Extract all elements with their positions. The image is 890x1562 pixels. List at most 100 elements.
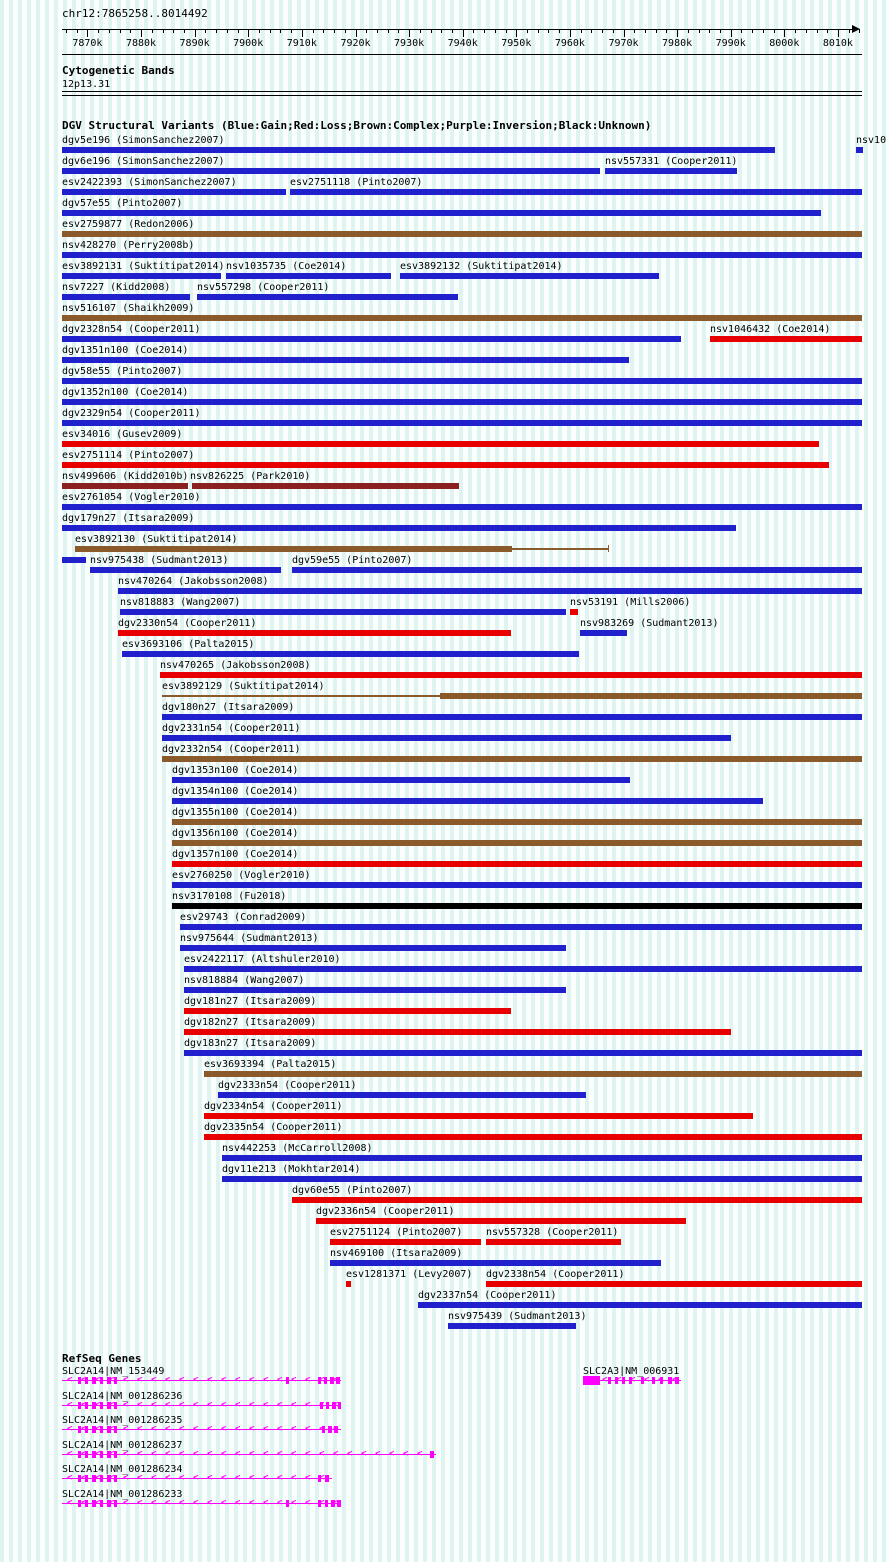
- gene-exon[interactable]: [325, 1500, 328, 1507]
- gene-exon[interactable]: [100, 1426, 103, 1433]
- variant-bar[interactable]: [118, 588, 862, 594]
- gene-exon[interactable]: [107, 1426, 111, 1433]
- variant-label[interactable]: dgv1354n100 (Coe2014): [172, 786, 299, 797]
- variant-bar[interactable]: [62, 378, 862, 384]
- variant-label[interactable]: dgv2333n54 (Cooper2011): [218, 1080, 357, 1091]
- variant-bar[interactable]: [62, 210, 821, 216]
- gene-exon[interactable]: [286, 1500, 289, 1507]
- gene-exon[interactable]: [114, 1451, 117, 1458]
- gene-label[interactable]: SLC2A14|NM_001286235: [62, 1415, 183, 1426]
- variant-label[interactable]: dgv1357n100 (Coe2014): [172, 849, 299, 860]
- variant-bar[interactable]: [204, 1071, 862, 1077]
- gene-exon[interactable]: [318, 1475, 321, 1482]
- variant-bar[interactable]: [184, 966, 862, 972]
- gene-exon[interactable]: [337, 1500, 341, 1507]
- gene-exon[interactable]: [92, 1500, 96, 1507]
- gene-exon[interactable]: [107, 1402, 111, 1409]
- variant-label[interactable]: dgv2329n54 (Cooper2011): [62, 408, 201, 419]
- variant-bar[interactable]: [346, 1281, 351, 1287]
- gene-exon[interactable]: [320, 1402, 323, 1409]
- gene-exon[interactable]: [330, 1377, 334, 1384]
- variant-label[interactable]: nsv557331 (Cooper2011): [605, 156, 738, 167]
- gene-exon[interactable]: [100, 1402, 103, 1409]
- gene-exon[interactable]: [114, 1500, 117, 1507]
- gene-exon[interactable]: [114, 1426, 117, 1433]
- variant-label[interactable]: nsv975439 (Sudmant2013): [448, 1311, 587, 1322]
- variant-bar[interactable]: [62, 441, 819, 447]
- variant-label[interactable]: dgv2328n54 (Cooper2011): [62, 324, 201, 335]
- variant-label[interactable]: dgv5e196 (SimonSanchez2007): [62, 135, 225, 146]
- gene-exon[interactable]: [641, 1377, 644, 1384]
- variant-bar[interactable]: [62, 357, 629, 363]
- variant-label[interactable]: nsv557328 (Cooper2011): [486, 1227, 619, 1238]
- variant-bar[interactable]: [197, 294, 458, 300]
- variant-bar[interactable]: [710, 336, 862, 342]
- gene-exon[interactable]: [78, 1402, 81, 1409]
- variant-bar[interactable]: [316, 1218, 686, 1224]
- gene-exon[interactable]: [100, 1451, 103, 1458]
- variant-label[interactable]: dgv183n27 (Itsara2009): [184, 1038, 317, 1049]
- variant-label[interactable]: dgv60e55 (Pinto2007): [292, 1185, 413, 1196]
- gene-exon[interactable]: [114, 1402, 117, 1409]
- variant-label[interactable]: esv2422117 (Altshuler2010): [184, 954, 341, 965]
- variant-bar[interactable]: [184, 1008, 511, 1014]
- variant-label[interactable]: nsv3170108 (Fu2018): [172, 891, 287, 902]
- variant-bar[interactable]: [172, 882, 862, 888]
- gene-exon[interactable]: [114, 1475, 117, 1482]
- variant-bar[interactable]: [160, 672, 862, 678]
- variant-bar[interactable]: [62, 147, 775, 153]
- gene-exon[interactable]: [332, 1402, 336, 1409]
- variant-label[interactable]: dgv2337n54 (Cooper2011): [418, 1290, 557, 1301]
- variant-label[interactable]: dgv2335n54 (Cooper2011): [204, 1122, 343, 1133]
- variant-label[interactable]: dgv2332n54 (Cooper2011): [162, 744, 301, 755]
- gene-exon[interactable]: [430, 1451, 434, 1458]
- gene-exon[interactable]: [85, 1475, 88, 1482]
- variant-label[interactable]: dgv11e213 (Mokhtar2014): [222, 1164, 361, 1175]
- variant-label[interactable]: nsv7227 (Kidd2008): [62, 282, 171, 293]
- variant-bar[interactable]: [418, 1302, 862, 1308]
- variant-bar[interactable]: [290, 189, 862, 195]
- gene-exon[interactable]: [92, 1451, 96, 1458]
- variant-bar[interactable]: [570, 609, 578, 615]
- variant-label[interactable]: esv3693394 (Palta2015): [204, 1059, 337, 1070]
- variant-label[interactable]: nsv10: [856, 135, 887, 146]
- variant-bar[interactable]: [62, 420, 862, 426]
- variant-label[interactable]: nsv975644 (Sudmant2013): [180, 933, 319, 944]
- variant-bar[interactable]: [75, 546, 512, 552]
- variant-label[interactable]: esv2751124 (Pinto2007): [330, 1227, 463, 1238]
- gene-exon[interactable]: [92, 1377, 96, 1384]
- variant-label[interactable]: esv34016 (Gusev2009): [62, 429, 183, 440]
- gene-exon[interactable]: [85, 1402, 88, 1409]
- variant-bar[interactable]: [218, 1092, 586, 1098]
- variant-label[interactable]: esv2761054 (Vogler2010): [62, 492, 201, 503]
- variant-label[interactable]: nsv516107 (Shaikh2009): [62, 303, 195, 314]
- gene-exon[interactable]: [85, 1377, 88, 1384]
- variant-label[interactable]: dgv2338n54 (Cooper2011): [486, 1269, 625, 1280]
- variant-bar[interactable]: [62, 273, 221, 279]
- variant-label[interactable]: dgv180n27 (Itsara2009): [162, 702, 295, 713]
- gene-exon[interactable]: [100, 1475, 103, 1482]
- variant-label[interactable]: esv1281371 (Levy2007): [346, 1269, 473, 1280]
- variant-label[interactable]: esv3892130 (Suktitipat2014): [75, 534, 238, 545]
- variant-bar[interactable]: [172, 840, 862, 846]
- gene-exon[interactable]: [85, 1451, 88, 1458]
- variant-bar[interactable]: [222, 1155, 862, 1161]
- variant-bar[interactable]: [162, 735, 731, 741]
- variant-bar[interactable]: [605, 168, 737, 174]
- variant-bar[interactable]: [62, 231, 862, 237]
- variant-bar[interactable]: [330, 1260, 661, 1266]
- variant-label[interactable]: nsv442253 (McCarroll2008): [222, 1143, 373, 1154]
- gene-exon[interactable]: [114, 1377, 117, 1384]
- gene-exon[interactable]: [107, 1500, 111, 1507]
- variant-bar[interactable]: [62, 462, 829, 468]
- variant-bar[interactable]: [62, 336, 681, 342]
- variant-bar[interactable]: [192, 483, 459, 489]
- gene-exon[interactable]: [331, 1500, 335, 1507]
- variant-label[interactable]: esv3892129 (Suktitipat2014): [162, 681, 325, 692]
- variant-label[interactable]: nsv1046432 (Coe2014): [710, 324, 831, 335]
- gene-exon[interactable]: [78, 1475, 81, 1482]
- gene-exon[interactable]: [100, 1377, 103, 1384]
- variant-bar[interactable]: [62, 294, 190, 300]
- variant-label[interactable]: dgv2334n54 (Cooper2011): [204, 1101, 343, 1112]
- gene-exon[interactable]: [660, 1377, 663, 1384]
